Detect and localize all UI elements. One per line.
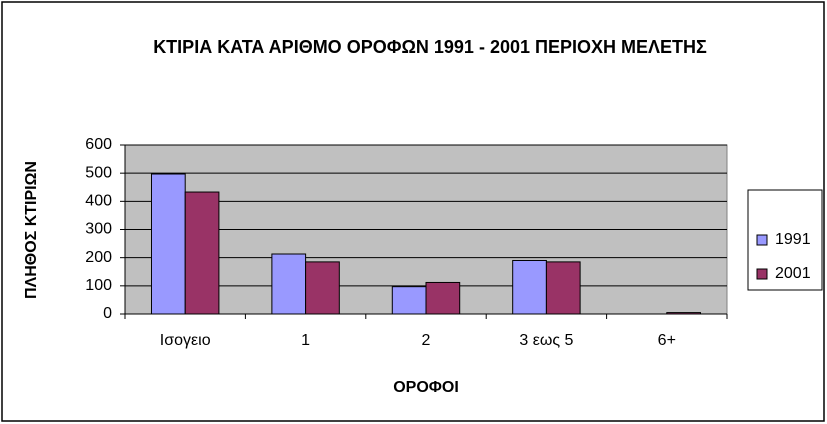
bar bbox=[391, 286, 427, 315]
bar bbox=[545, 261, 581, 315]
y-tick-label: 300 bbox=[85, 221, 112, 238]
y-tick-label: 400 bbox=[85, 193, 112, 210]
chart-title: ΚΤΙΡΙΑ ΚΑΤΑ ΑΡΙΘΜΟ ΟΡΟΦΩΝ 1991 - 2001 ΠΕ… bbox=[153, 37, 707, 57]
legend-swatch bbox=[756, 234, 768, 246]
y-tick-label: 200 bbox=[85, 249, 112, 266]
x-tick-label: 6+ bbox=[658, 332, 676, 349]
bar bbox=[184, 191, 220, 315]
bar bbox=[512, 259, 547, 315]
bar bbox=[666, 312, 702, 315]
legend-label: 2001 bbox=[775, 265, 811, 282]
bar bbox=[150, 173, 186, 315]
y-tick-label: 100 bbox=[85, 277, 112, 294]
legend-swatch bbox=[756, 268, 768, 280]
x-tick-label: 2 bbox=[422, 332, 431, 349]
y-tick-label: 500 bbox=[85, 164, 112, 181]
bar bbox=[425, 281, 461, 315]
x-tick-label: 1 bbox=[301, 332, 310, 349]
y-tick-label: 0 bbox=[103, 305, 112, 322]
x-axis-label: ΟΡΟΦΟΙ bbox=[393, 379, 459, 396]
bar bbox=[271, 253, 307, 315]
bar bbox=[305, 261, 340, 315]
legend-label: 1991 bbox=[775, 231, 811, 248]
x-tick-label: Ισογειο bbox=[160, 332, 211, 349]
y-axis-label: ΠΛΗΘΟΣ ΚΤΙΡΙΩΝ bbox=[23, 161, 40, 299]
y-tick-label: 600 bbox=[85, 136, 112, 153]
x-tick-label: 3 εως 5 bbox=[519, 332, 573, 349]
